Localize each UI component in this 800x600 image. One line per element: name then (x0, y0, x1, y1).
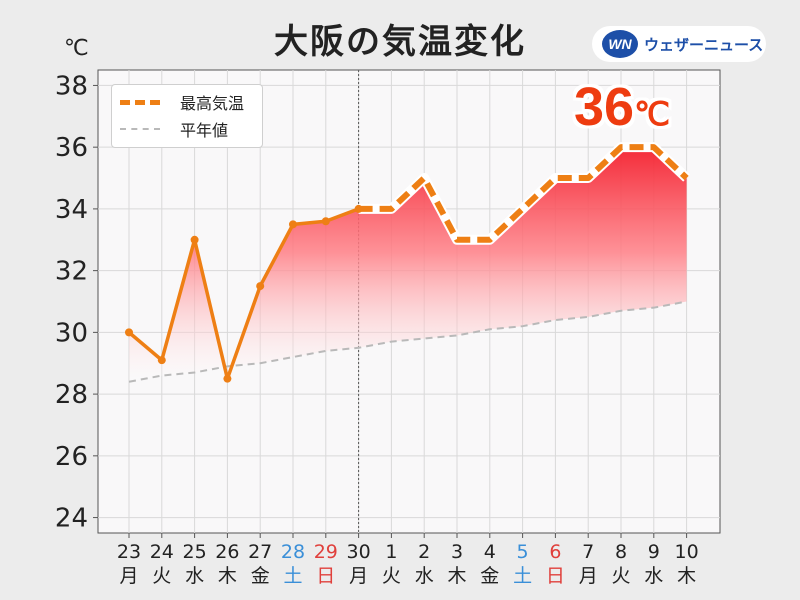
data-point-max (125, 328, 133, 337)
peak-temperature: 36℃ (574, 76, 670, 138)
x-tick-weekday: 土 (283, 565, 302, 587)
legend: 最高気温 平年値 (111, 84, 263, 148)
data-point-max (321, 217, 330, 226)
series-line-max-observed (127, 207, 360, 381)
data-point-max (354, 204, 363, 213)
y-tick-label: 32 (55, 257, 88, 287)
x-tick-day: 9 (648, 541, 660, 563)
x-tick-weekday: 木 (677, 565, 696, 587)
y-axis-unit: ℃ (64, 36, 89, 61)
y-tick-label: 36 (55, 133, 88, 163)
y-tick-label: 24 (55, 504, 88, 534)
series-line-max-forecast (358, 144, 689, 243)
x-tick-day: 29 (314, 541, 338, 563)
x-tick-weekday: 月 (349, 565, 368, 587)
chart-title: 大阪の気温変化 (274, 22, 526, 62)
x-tick-weekday: 日 (316, 565, 335, 587)
x-tick-day: 5 (517, 541, 529, 563)
x-tick-weekday: 木 (218, 565, 237, 587)
x-tick-day: 6 (549, 541, 561, 563)
y-tick-label: 30 (55, 318, 88, 348)
x-tick-weekday: 土 (513, 565, 532, 587)
x-tick-weekday: 水 (415, 565, 434, 587)
x-tick-weekday: 月 (579, 565, 598, 587)
x-tick-day: 27 (248, 541, 272, 563)
legend-label-max: 最高気温 (180, 94, 245, 113)
y-axis-ticks: 24 26 28 30 32 34 36 38 (55, 71, 98, 534)
x-tick-day: 26 (215, 541, 239, 563)
x-tick-day: 10 (675, 541, 699, 563)
brand-name: ウェザーニュース (644, 35, 764, 54)
legend-item-max: 最高気温 (112, 89, 244, 115)
x-tick-weekday: 月 (119, 565, 138, 587)
x-tick-day: 7 (582, 541, 594, 563)
x-tick-weekday: 水 (644, 565, 663, 587)
y-tick-label: 28 (55, 380, 88, 410)
x-tick-weekday: 火 (611, 565, 630, 587)
legend-swatch-normal (120, 128, 160, 130)
y-tick-label: 26 (55, 442, 88, 472)
series-lines (127, 142, 691, 383)
peak-unit: ℃ (634, 96, 671, 132)
data-point-max (157, 356, 166, 365)
legend-item-normal: 平年値 (112, 116, 228, 142)
data-point-max (289, 220, 297, 229)
x-axis-ticks: 23月24火25水26木27金28土29日30月1火2水3木4金5土6日7月8火… (117, 533, 699, 587)
peak-value: 36 (574, 77, 635, 137)
data-point-max (223, 374, 232, 383)
y-tick-label: 34 (55, 195, 88, 225)
fill-area-path (129, 147, 687, 382)
legend-swatch-max (120, 99, 160, 105)
x-tick-weekday: 金 (251, 565, 270, 587)
wn-logo-icon: WN (602, 30, 638, 58)
fill-area (129, 147, 687, 382)
x-tick-day: 23 (117, 541, 141, 563)
data-point-max (190, 235, 199, 244)
data-points (125, 204, 363, 383)
x-tick-day: 1 (385, 541, 397, 563)
x-tick-day: 2 (418, 541, 430, 563)
x-tick-weekday: 木 (447, 565, 466, 587)
x-tick-day: 24 (150, 541, 174, 563)
x-tick-day: 8 (615, 541, 627, 563)
x-tick-day: 4 (484, 541, 496, 563)
x-tick-weekday: 金 (480, 565, 499, 587)
x-tick-day: 3 (451, 541, 463, 563)
x-tick-weekday: 火 (382, 565, 401, 587)
data-point-max (256, 282, 265, 291)
series-line-normal (128, 300, 687, 383)
x-tick-weekday: 日 (546, 565, 565, 587)
x-tick-day: 28 (281, 541, 305, 563)
x-tick-weekday: 火 (152, 565, 171, 587)
weathernews-logo: WN ウェザーニュース (592, 26, 766, 62)
x-tick-day: 25 (183, 541, 207, 563)
x-tick-weekday: 水 (185, 565, 204, 587)
x-tick-day: 30 (347, 541, 371, 563)
y-tick-label: 38 (55, 71, 88, 101)
legend-label-normal: 平年値 (180, 121, 229, 140)
